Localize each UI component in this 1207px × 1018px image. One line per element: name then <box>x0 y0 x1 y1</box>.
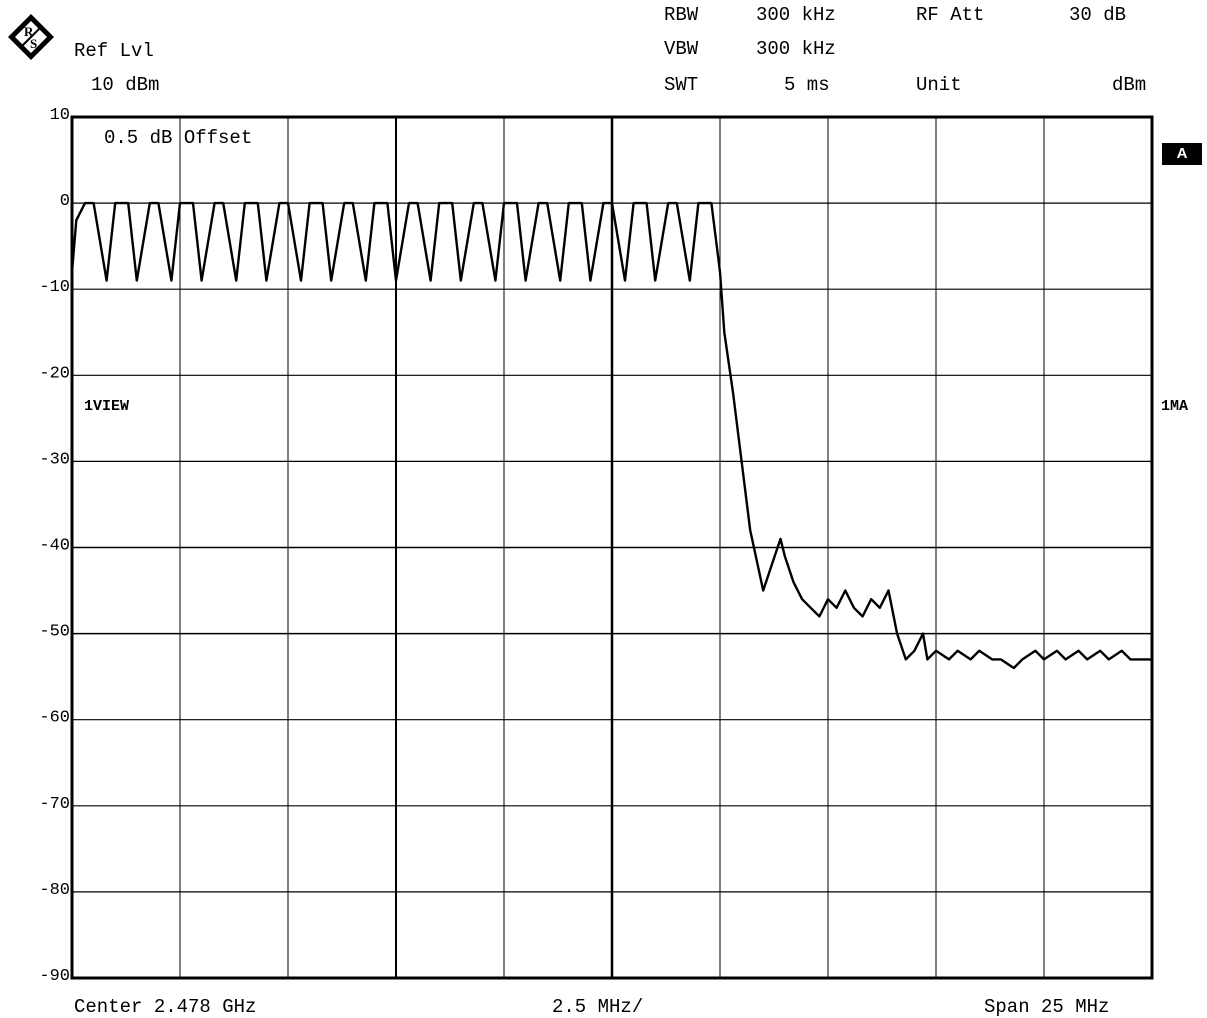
y-tick-label: -20 <box>39 364 70 383</box>
y-tick-label: -90 <box>39 967 70 986</box>
spectrum-trace <box>70 201 1152 670</box>
unit-value: dBm <box>1112 74 1147 96</box>
y-tick-label: -70 <box>39 795 70 814</box>
vbw-value: 300 kHz <box>756 38 836 60</box>
y-tick-label: -10 <box>39 278 70 297</box>
ref-level-value: 10 dBm <box>91 74 160 96</box>
rbw-value: 300 kHz <box>756 4 836 26</box>
y-tick-label: 10 <box>50 106 70 125</box>
frequency-span: Span 25 MHz <box>984 996 1110 1018</box>
svg-text:R: R <box>24 24 34 39</box>
rs-logo-icon: R S <box>8 14 54 60</box>
swt-label: SWT <box>664 74 699 96</box>
ref-level-label: Ref Lvl <box>74 40 154 62</box>
grid <box>72 117 1152 978</box>
unit-label: Unit <box>916 74 962 96</box>
y-tick-label: 0 <box>60 192 70 211</box>
trace-mode-label: 1MA <box>1161 398 1189 415</box>
screen-a-badge: A <box>1162 143 1202 165</box>
center-frequency: Center 2.478 GHz <box>74 996 257 1018</box>
svg-text:S: S <box>30 36 37 51</box>
plot-frame <box>70 115 1154 980</box>
offset-annotation: 0.5 dB Offset <box>104 127 253 149</box>
rf-att-label: RF Att <box>916 4 985 26</box>
vbw-label: VBW <box>664 38 699 60</box>
y-tick-labels: 10 0 -10 -20 -30 -40 -50 -60 -70 -80 -90 <box>39 106 70 986</box>
rbw-label: RBW <box>664 4 699 26</box>
trace-view-label: 1VIEW <box>84 398 130 415</box>
y-tick-label: -60 <box>39 709 70 728</box>
y-tick-label: -80 <box>39 881 70 900</box>
swt-value: 5 ms <box>784 74 830 96</box>
y-tick-label: -40 <box>39 537 70 556</box>
rf-att-value: 30 dB <box>1069 4 1127 26</box>
y-tick-label: -30 <box>39 450 70 469</box>
frequency-per-division: 2.5 MHz/ <box>552 996 644 1018</box>
y-tick-label: -50 <box>39 623 70 642</box>
